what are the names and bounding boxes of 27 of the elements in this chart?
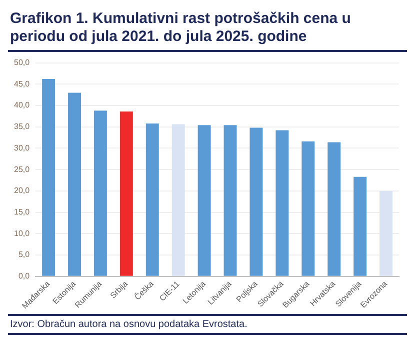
y-tick-label: 35,0 bbox=[14, 122, 30, 132]
y-tick-label: 50,0 bbox=[14, 58, 30, 68]
bar bbox=[198, 125, 211, 276]
y-tick-label: 0,0 bbox=[18, 272, 30, 281]
bar bbox=[250, 128, 263, 276]
bar bbox=[68, 92, 81, 276]
bar bbox=[120, 111, 133, 276]
chart-title: Grafikon 1. Kumulativni rast potrošačkih cena u periodu od jula 2021. do jula 2025. godine bbox=[8, 8, 407, 52]
bar bbox=[224, 125, 237, 276]
y-tick-label: 20,0 bbox=[14, 186, 30, 196]
bar bbox=[354, 176, 367, 276]
y-tick-label: 30,0 bbox=[14, 143, 30, 152]
y-tick-label: 45,0 bbox=[14, 79, 30, 88]
bar bbox=[380, 190, 393, 276]
y-tick-label: 40,0 bbox=[14, 100, 30, 110]
bar bbox=[172, 124, 185, 276]
y-tick-label: 15,0 bbox=[14, 208, 30, 217]
bar bbox=[276, 130, 289, 276]
y-tick-label: 25,0 bbox=[14, 164, 30, 174]
bar bbox=[328, 142, 341, 276]
y-tick-label: 10,0 bbox=[14, 228, 30, 238]
bar bbox=[302, 141, 315, 276]
bar bbox=[94, 110, 107, 276]
y-tick-label: 5,0 bbox=[18, 250, 30, 260]
text: Izvor: Obračun autora na osnovu podataka Evrostata. bbox=[8, 314, 407, 335]
bar bbox=[42, 79, 56, 276]
bar bbox=[146, 123, 159, 276]
